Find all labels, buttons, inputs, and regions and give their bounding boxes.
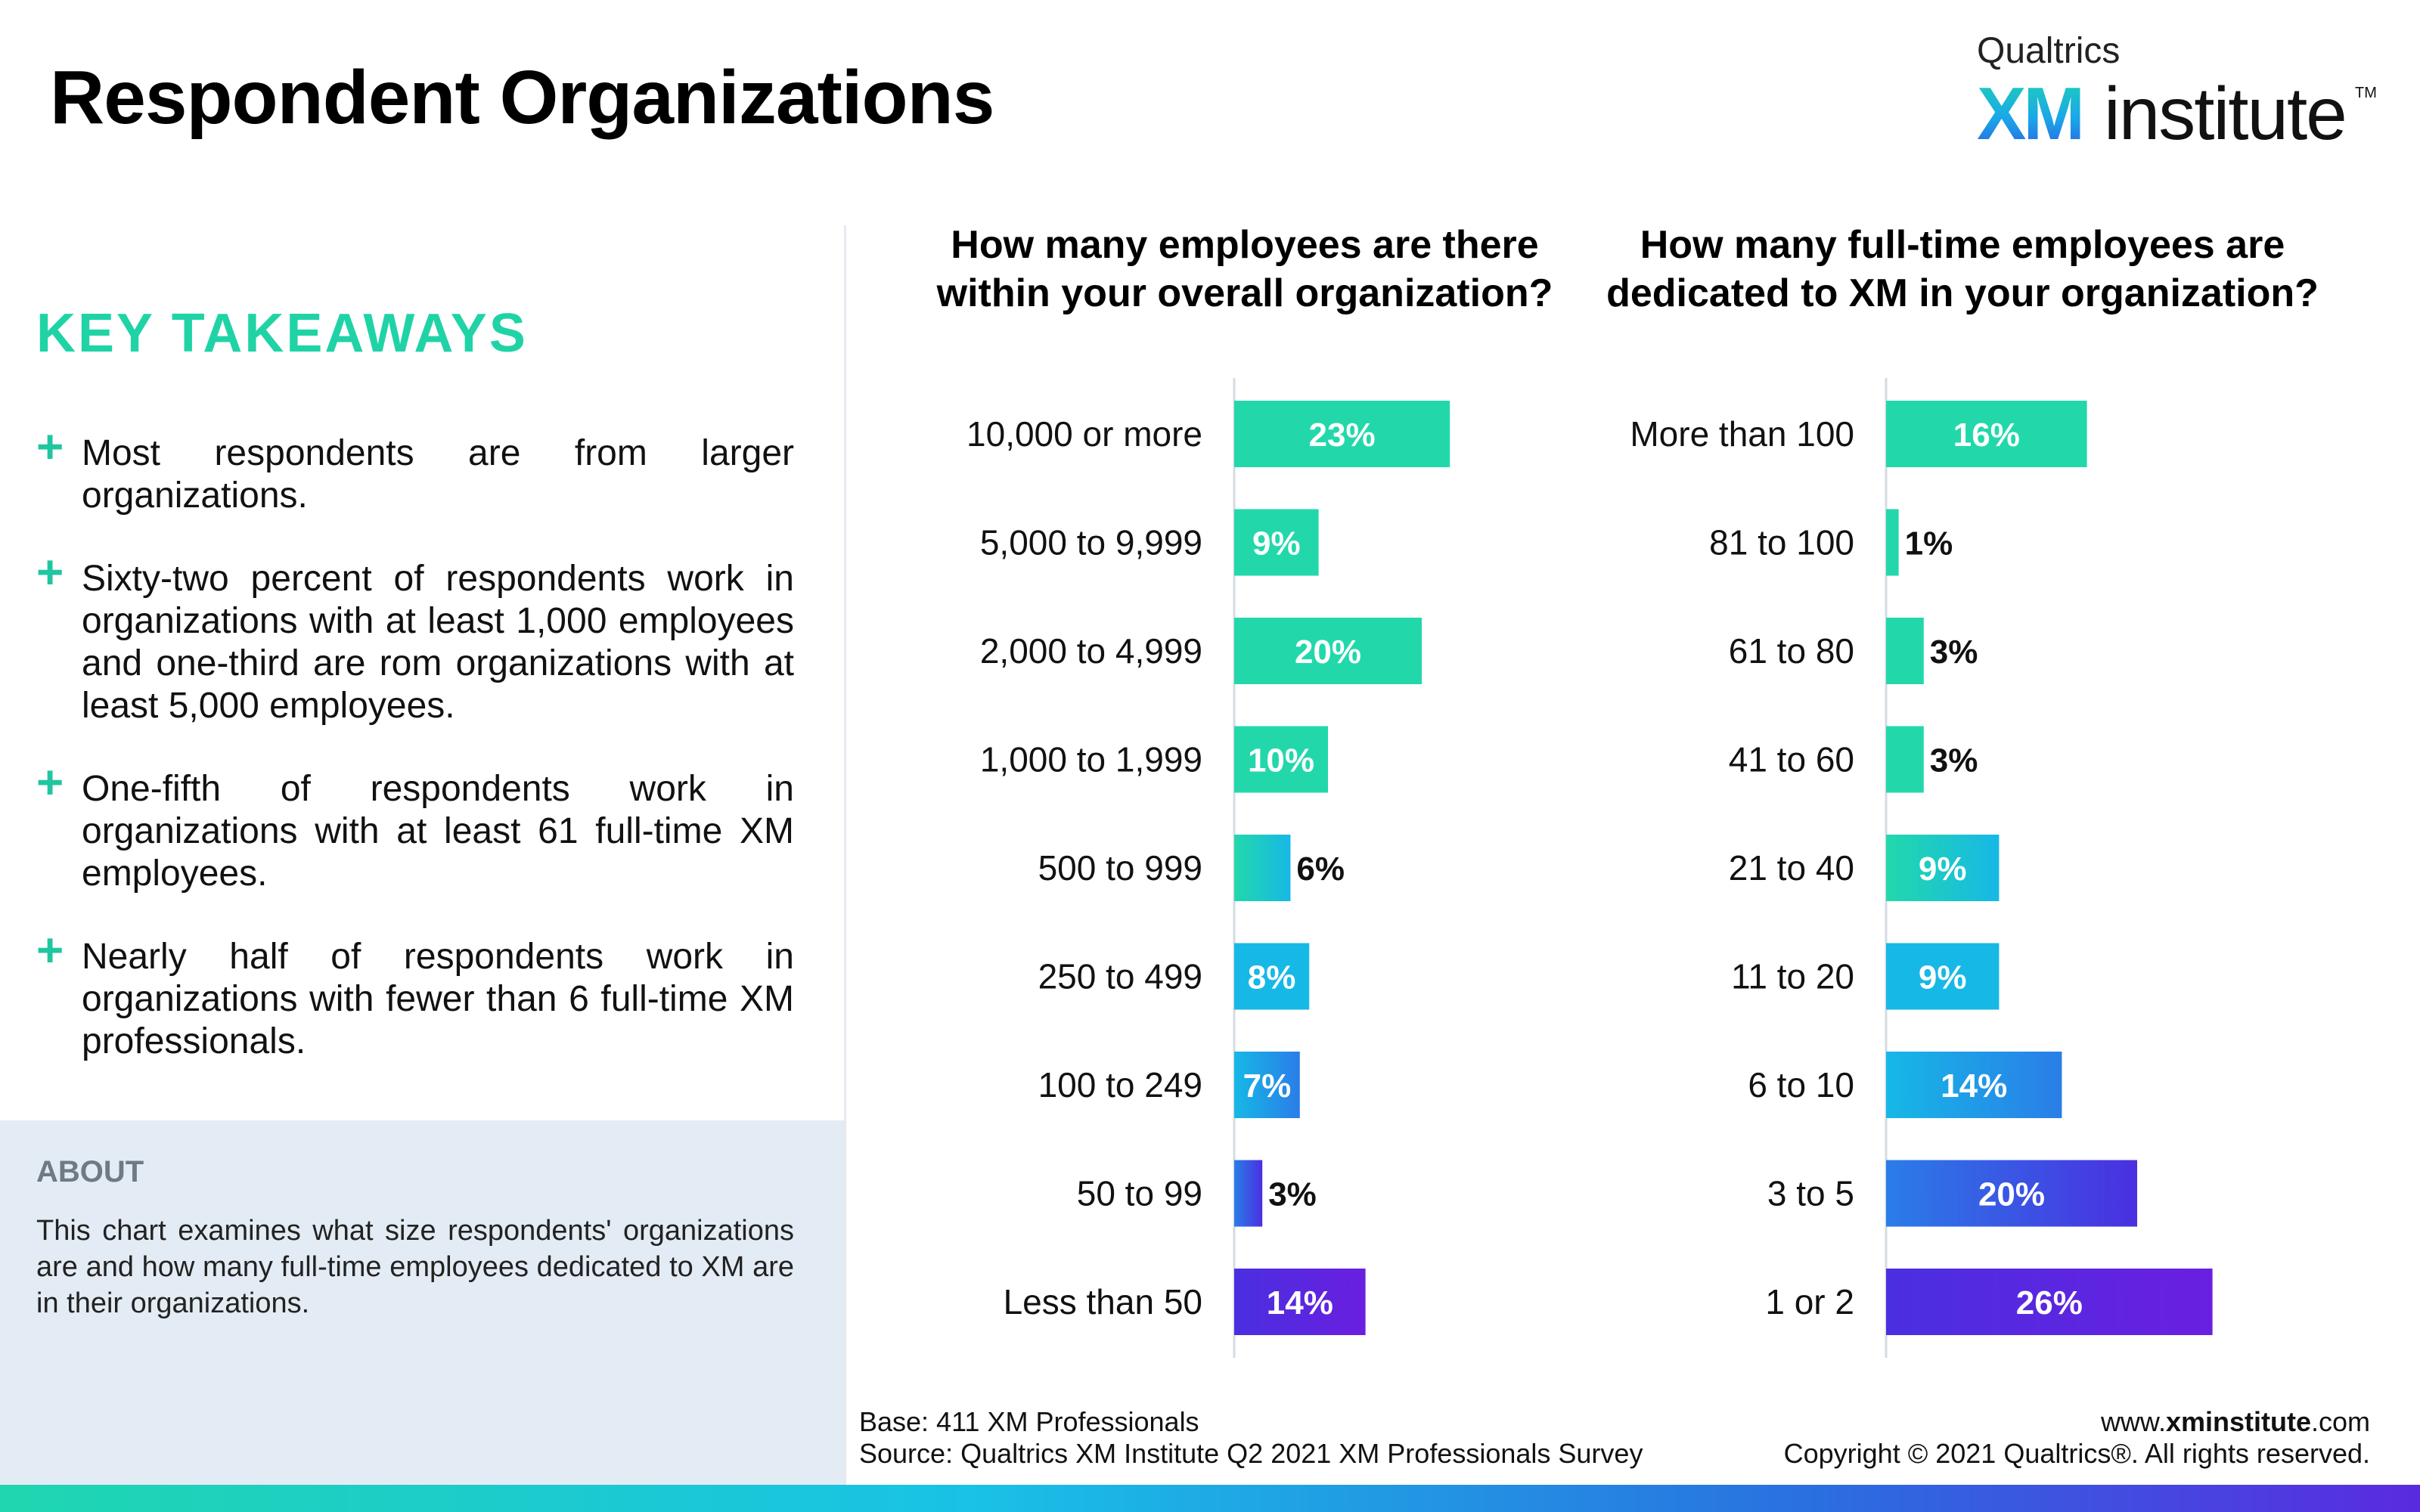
takeaway-item: + Sixty-two percent of respondents work … bbox=[36, 550, 794, 727]
chart1-category-label: 100 to 249 bbox=[1038, 1065, 1202, 1105]
chart2-bar bbox=[1886, 401, 2087, 467]
logo-trademark: TM bbox=[2355, 85, 2377, 101]
takeaway-text: Most respondents are from larger organiz… bbox=[82, 433, 794, 516]
takeaway-item: + One-fifth of respondents work in organ… bbox=[36, 760, 794, 895]
plus-icon: + bbox=[36, 757, 64, 809]
chart1-category-label: 500 to 999 bbox=[1038, 848, 1202, 888]
chart1-category-label: 5,000 to 9,999 bbox=[980, 523, 1202, 562]
chart2-title: How many full-time employees are dedicat… bbox=[1573, 221, 2352, 318]
footer-source-text: Source: Qualtrics XM Institute Q2 2021 X… bbox=[859, 1438, 1643, 1469]
logo-qualtrics-text: Qualtrics bbox=[1977, 31, 2121, 71]
about-text: This chart examines what size respondent… bbox=[36, 1215, 794, 1319]
chart1-category-label: 50 to 99 bbox=[1077, 1174, 1202, 1213]
plus-icon: + bbox=[36, 925, 64, 977]
bottom-gradient-strip bbox=[0, 1485, 2420, 1512]
chart2-value-label: 26% bbox=[2016, 1284, 2083, 1321]
chart2-value-label: 9% bbox=[1919, 959, 1967, 996]
footer-source: Base: 411 XM Professionals Source: Qualt… bbox=[859, 1406, 1643, 1470]
footer-copyright: www.xminstitute.com Copyright © 2021 Qua… bbox=[1784, 1406, 2370, 1470]
chart2-title-line2: dedicated to XM in your organization? bbox=[1606, 271, 2319, 315]
chart1-title-line1: How many employees are there bbox=[951, 223, 1539, 267]
chart1-bar bbox=[1234, 943, 1310, 1010]
xm-institute-logo: Qualtrics XM institute TM bbox=[1977, 30, 2377, 155]
vertical-divider bbox=[844, 225, 846, 1485]
chart1-category-label: 2,000 to 4,999 bbox=[980, 631, 1202, 671]
logo-institute-text: institute bbox=[2104, 72, 2347, 155]
about-heading: ABOUT bbox=[36, 1155, 144, 1188]
chart2-category-label: 61 to 80 bbox=[1729, 631, 1854, 671]
chart1-bar bbox=[1234, 835, 1291, 901]
chart2-value-label: 14% bbox=[1941, 1067, 2007, 1105]
chart2-category-label: 41 to 60 bbox=[1729, 740, 1854, 779]
chart1-value-label: 10% bbox=[1248, 742, 1314, 779]
takeaway-item: + Most respondents are from larger organ… bbox=[36, 424, 794, 517]
chart2-value-label: 3% bbox=[1930, 742, 1978, 779]
takeaway-text: Nearly half of respondents work in organ… bbox=[82, 937, 794, 1061]
chart2-category-label: More than 100 bbox=[1630, 414, 1854, 454]
chart2-value-label: 16% bbox=[1953, 417, 2020, 454]
plus-icon: + bbox=[36, 547, 64, 599]
chart1-value-label: 14% bbox=[1267, 1284, 1333, 1321]
chart2-value-label: 1% bbox=[1905, 525, 1953, 562]
logo-xm-text: XM bbox=[1977, 72, 2085, 155]
chart2-bar bbox=[1886, 1269, 2213, 1335]
page-title: Respondent Organizations bbox=[50, 55, 994, 140]
chart2-bar bbox=[1886, 943, 2000, 1010]
chart1-value-label: 3% bbox=[1268, 1176, 1317, 1213]
chart2-category-label: 21 to 40 bbox=[1729, 848, 1854, 888]
takeaway-text: Sixty-two percent of respondents work in… bbox=[82, 559, 794, 726]
chart1-value-label: 6% bbox=[1296, 850, 1345, 888]
footer-url[interactable]: www.xminstitute.com bbox=[1784, 1406, 2370, 1438]
footer-url-bold: xminstitute bbox=[2165, 1406, 2311, 1437]
chart1-category-label: 10,000 or more bbox=[966, 414, 1202, 454]
chart1-bar bbox=[1234, 401, 1450, 467]
chart1-category-label: 250 to 499 bbox=[1038, 957, 1202, 996]
chart2-bar bbox=[1886, 1052, 2062, 1118]
chart2-category-label: 1 or 2 bbox=[1765, 1282, 1854, 1321]
chart1-value-label: 20% bbox=[1295, 634, 1361, 671]
chart1-value-label: 7% bbox=[1243, 1067, 1292, 1105]
chart2-bar bbox=[1886, 509, 1899, 576]
chart1-category-label: Less than 50 bbox=[1004, 1282, 1202, 1321]
chart2-title-line1: How many full-time employees are bbox=[1640, 223, 2285, 267]
takeaway-item: + Nearly half of respondents work in org… bbox=[36, 928, 794, 1063]
chart1-bar bbox=[1234, 1269, 1366, 1335]
chart2-bar bbox=[1886, 835, 2000, 901]
chart1-bar bbox=[1234, 618, 1422, 684]
chart2-bar bbox=[1886, 1160, 2137, 1227]
key-takeaways-heading: KEY TAKEAWAYS bbox=[36, 303, 528, 364]
chart2-value-label: 3% bbox=[1930, 634, 1978, 671]
chart1-title-line2: within your overall organization? bbox=[936, 271, 1553, 315]
chart1-bar bbox=[1234, 726, 1328, 793]
chart1-title: How many employees are there within your… bbox=[904, 221, 1585, 318]
chart2-category-label: 6 to 10 bbox=[1748, 1065, 1854, 1105]
chart2-value-label: 9% bbox=[1919, 850, 1967, 888]
chart1-value-label: 9% bbox=[1252, 525, 1301, 562]
chart1-value-label: 23% bbox=[1309, 417, 1376, 454]
footer-copyright-text: Copyright © 2021 Qualtrics®. All rights … bbox=[1783, 1438, 2370, 1469]
chart2-category-label: 81 to 100 bbox=[1709, 523, 1854, 562]
chart1-category-label: 1,000 to 1,999 bbox=[980, 740, 1202, 779]
plus-icon: + bbox=[36, 421, 64, 473]
chart1-bar bbox=[1234, 1160, 1263, 1227]
chart1-bar bbox=[1234, 1052, 1300, 1118]
chart2-value-label: 20% bbox=[1978, 1176, 2045, 1213]
chart2-bar bbox=[1886, 726, 1924, 793]
chart2-category-label: 11 to 20 bbox=[1731, 957, 1854, 996]
footer-url-prefix: www. bbox=[2100, 1406, 2166, 1437]
footer-url-suffix: .com bbox=[2310, 1406, 2370, 1437]
chart1-value-label: 8% bbox=[1248, 959, 1296, 996]
bar-charts: 10,000 or more 23% 5,000 to 9,999 9% 2,000 t… bbox=[966, 378, 2213, 1358]
footer-base: Base: 411 XM Professionals bbox=[859, 1406, 1199, 1437]
chart2-category-label: 3 to 5 bbox=[1767, 1174, 1854, 1213]
chart1-bar bbox=[1234, 509, 1319, 576]
about-panel bbox=[0, 1120, 844, 1485]
takeaway-text: One-fifth of respondents work in organiz… bbox=[82, 769, 794, 894]
chart2-bar bbox=[1886, 618, 1924, 684]
